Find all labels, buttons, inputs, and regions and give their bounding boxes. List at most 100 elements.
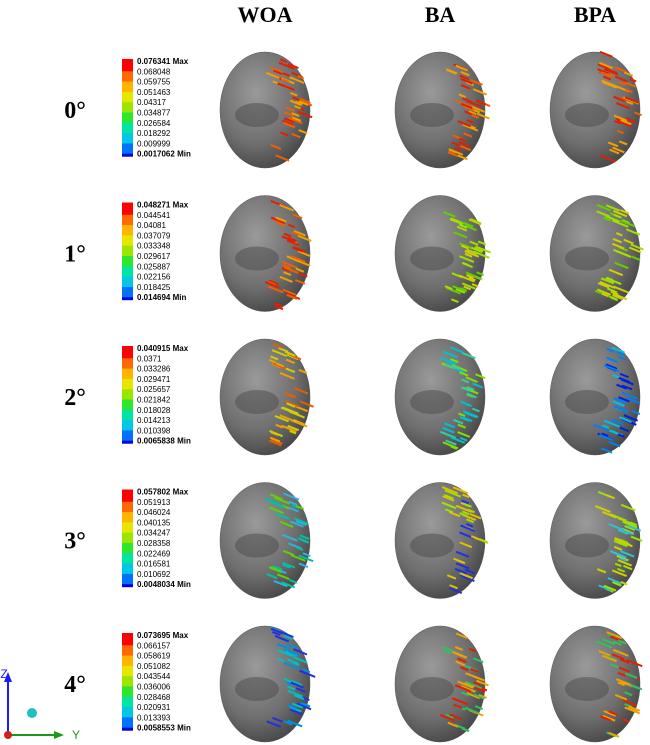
vector-arrow — [456, 559, 466, 565]
legend-swatch — [122, 256, 133, 269]
vector-arrow — [282, 78, 290, 83]
vector-arrow — [623, 238, 634, 245]
legend-value: 0.0017062 — [137, 150, 175, 159]
legend-value: 0.0048034 — [137, 580, 175, 589]
vector-arrow — [295, 405, 309, 413]
face-shade — [565, 103, 609, 127]
legend-label: 0.029617 — [137, 252, 171, 261]
face-shade — [235, 677, 279, 701]
vector-arrow — [599, 433, 614, 442]
legend-value: 0.028358 — [137, 539, 171, 548]
legend-max: Max — [173, 344, 189, 353]
vector-arrow — [268, 359, 277, 364]
vector-arrow — [276, 649, 294, 658]
vector-arrow — [621, 378, 634, 386]
vector-arrow — [470, 535, 479, 541]
vector-arrow — [442, 350, 458, 359]
legend-min: Min — [177, 724, 191, 733]
vector-arrow — [281, 533, 298, 542]
vector-arrow — [455, 550, 470, 558]
legend-label: 0.051463 — [137, 88, 171, 97]
vector-arrow — [464, 224, 477, 232]
vector-arrow — [614, 694, 628, 701]
vector-arrow — [601, 292, 609, 298]
legend-label: 0.076341 Max — [137, 57, 189, 66]
vector-arrow — [275, 216, 287, 223]
vector-arrow — [616, 554, 629, 562]
legend-value: 0.025887 — [137, 262, 171, 271]
vector-arrow — [603, 710, 617, 717]
vector-arrow — [616, 678, 632, 686]
vector-arrow — [292, 245, 306, 253]
legend-label: 0.016581 — [137, 560, 171, 569]
vector-arrow — [613, 285, 630, 294]
vector-arrow — [606, 287, 618, 294]
vector-arrow — [462, 123, 479, 132]
vector-arrow — [291, 132, 301, 139]
vector-arrow — [283, 117, 295, 124]
head-render — [219, 195, 312, 312]
vector-arrow — [448, 149, 456, 155]
legend-value: 0.033348 — [137, 242, 171, 251]
vector-arrow — [616, 119, 632, 128]
vector-arrow — [289, 705, 302, 713]
vector-arrow — [623, 414, 639, 422]
vector-arrow — [460, 666, 469, 672]
vector-arrow — [611, 569, 627, 577]
vector-arrow — [608, 429, 617, 435]
vector-arrow — [299, 538, 310, 544]
vector-arrow — [279, 203, 294, 212]
vector-arrow — [286, 294, 298, 300]
vector-arrow — [607, 73, 615, 78]
legend-swatch — [122, 409, 133, 423]
face-shade — [410, 103, 454, 127]
vector-arrow — [273, 496, 290, 505]
vector-arrow — [266, 573, 278, 580]
legend-value: 0.014694 — [137, 293, 171, 302]
legend-swatch — [122, 225, 133, 238]
vector-arrow — [444, 508, 454, 514]
vector-arrow — [452, 697, 469, 706]
legend-label: 0.073695 Max — [137, 631, 189, 640]
vector-arrow — [283, 271, 292, 277]
vector-arrow — [444, 422, 456, 429]
vector-arrow — [292, 656, 308, 664]
vector-arrow — [287, 62, 299, 69]
vector-arrow — [617, 681, 626, 687]
head-render — [394, 482, 489, 599]
vector-arrow — [460, 524, 476, 533]
vector-arrow — [462, 493, 470, 499]
vector-arrow — [289, 430, 297, 435]
column-header: BPA — [574, 2, 616, 27]
vector-arrow — [459, 436, 468, 442]
vector-arrow — [289, 708, 303, 716]
vector-arrow — [619, 416, 632, 423]
vector-arrow — [473, 681, 481, 686]
vector-arrow — [464, 411, 478, 419]
vector-arrow — [457, 120, 472, 128]
vector-arrow — [455, 504, 472, 513]
legend-label: 0.036006 — [137, 683, 171, 692]
vector-arrow — [465, 271, 482, 280]
legend-value: 0.040135 — [137, 519, 171, 528]
vector-arrow — [444, 489, 462, 498]
legend-label: 0.034877 — [137, 109, 171, 118]
vector-arrow — [474, 693, 485, 700]
vector-arrow — [291, 255, 306, 263]
vector-arrow — [616, 383, 628, 390]
vector-arrow — [444, 363, 456, 370]
vector-arrow — [460, 77, 473, 85]
vector-arrow — [620, 97, 628, 102]
vector-arrow — [622, 718, 630, 723]
vector-arrow — [300, 695, 310, 702]
vector-arrow — [296, 546, 304, 552]
vector-arrow — [302, 552, 311, 557]
legend-swatch — [122, 645, 133, 658]
vector-arrow — [454, 147, 462, 152]
legend-swatch — [122, 727, 133, 731]
vector-arrow — [611, 346, 625, 354]
legend-swatch — [122, 214, 133, 228]
legend-value: 0.046024 — [137, 508, 171, 517]
legend-label: 0.0371 — [137, 354, 162, 363]
vector-arrow — [615, 232, 623, 237]
